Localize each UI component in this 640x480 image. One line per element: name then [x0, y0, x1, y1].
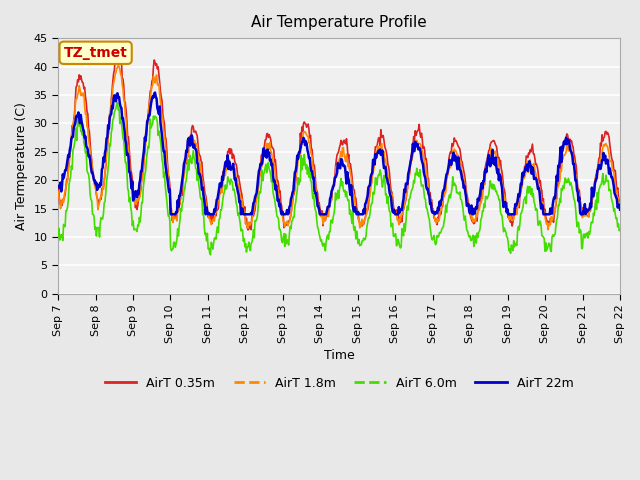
Y-axis label: Air Termperature (C): Air Termperature (C)	[15, 102, 28, 230]
X-axis label: Time: Time	[324, 348, 355, 361]
Legend: AirT 0.35m, AirT 1.8m, AirT 6.0m, AirT 22m: AirT 0.35m, AirT 1.8m, AirT 6.0m, AirT 2…	[100, 372, 579, 395]
Text: TZ_tmet: TZ_tmet	[64, 46, 127, 60]
Title: Air Temperature Profile: Air Temperature Profile	[251, 15, 427, 30]
